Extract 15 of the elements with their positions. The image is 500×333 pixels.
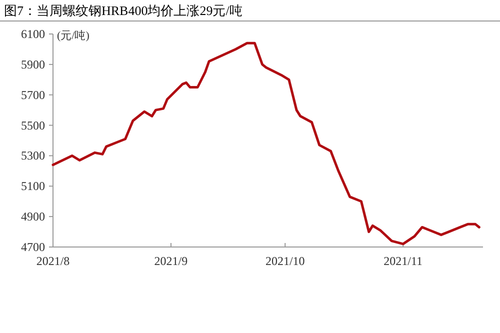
y-axis-title: (元/吨)	[57, 29, 90, 42]
y-tick-label: 5700	[21, 88, 45, 102]
y-tick-label: 4700	[21, 240, 45, 254]
x-tick-label: 2021/11	[384, 254, 423, 268]
y-tick-label: 5300	[21, 148, 45, 163]
x-tick-label: 2021/8	[36, 254, 70, 268]
line-series	[52, 42, 480, 246]
y-tick-label: 5500	[21, 118, 45, 132]
x-tick-label: 2021/9	[154, 254, 188, 268]
x-tick-label: 2021/10	[265, 254, 305, 268]
chart-title: 图7：当周螺纹钢HRB400均价上涨29元/吨	[4, 3, 242, 18]
y-tick-label: 5100	[21, 179, 45, 194]
y-tick-label: 5900	[21, 57, 45, 72]
y-tick-label: 4900	[21, 210, 45, 224]
y-tick-label: 6100	[21, 27, 45, 41]
